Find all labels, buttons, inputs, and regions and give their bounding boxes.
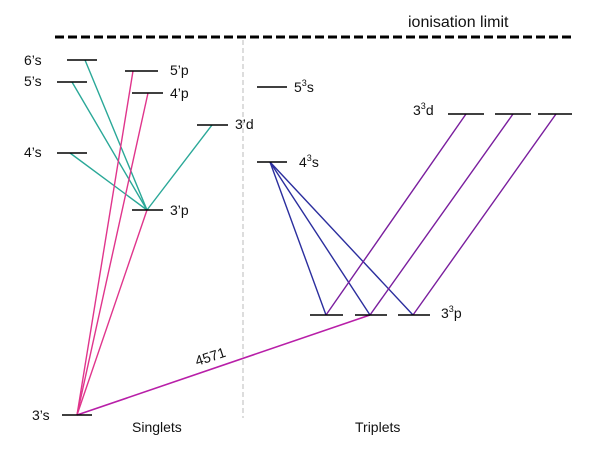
- label-3s: 3’s: [32, 407, 50, 423]
- label-triplet-3d: 33d: [413, 101, 434, 118]
- level-lines: [57, 59, 572, 416]
- label-triplet-5s: 53s: [294, 78, 314, 95]
- label-5s: 5’s: [24, 73, 42, 89]
- triplet-s-to-p-transitions: [269, 161, 414, 316]
- transition-3d-3p-c: [412, 113, 557, 316]
- label-4p: 4’p: [170, 85, 189, 101]
- label-triplet-4s: 43s: [299, 153, 319, 170]
- ionisation-limit-label: ionisation limit: [408, 14, 509, 31]
- transition-4s-3p: [69, 152, 148, 211]
- triplet-d-to-p-transitions: [325, 113, 557, 316]
- transition-3p-3s: [76, 209, 148, 416]
- transition-3d-3p-b: [369, 113, 514, 316]
- transition-4s-3p-a: [269, 161, 327, 316]
- singlets-column-label: Singlets: [132, 419, 182, 435]
- label-triplet-3p: 33p: [441, 304, 462, 321]
- transition-4s-3p-c: [269, 161, 414, 316]
- singlet-p-to-s-transitions: [76, 70, 149, 416]
- triplets-column-label: Triplets: [355, 419, 400, 435]
- transition-3d-3p: [146, 124, 213, 211]
- transition-3d-3p-a: [325, 113, 467, 316]
- transition-6s-3p: [84, 59, 148, 211]
- transition-5s-3p: [71, 81, 148, 211]
- transition-4p-3s: [76, 92, 149, 416]
- label-3d: 3’d: [235, 116, 254, 132]
- label-6s: 6’s: [24, 52, 42, 68]
- singlet-s-to-p-transitions: [69, 59, 213, 211]
- intercombination-transition: [76, 314, 371, 416]
- transition-4s-3p-b: [269, 161, 371, 316]
- label-4s: 4’s: [24, 144, 42, 160]
- label-5p: 5’p: [170, 62, 189, 78]
- label-3p: 3’p: [170, 202, 189, 218]
- transition-5p-3s: [76, 70, 134, 416]
